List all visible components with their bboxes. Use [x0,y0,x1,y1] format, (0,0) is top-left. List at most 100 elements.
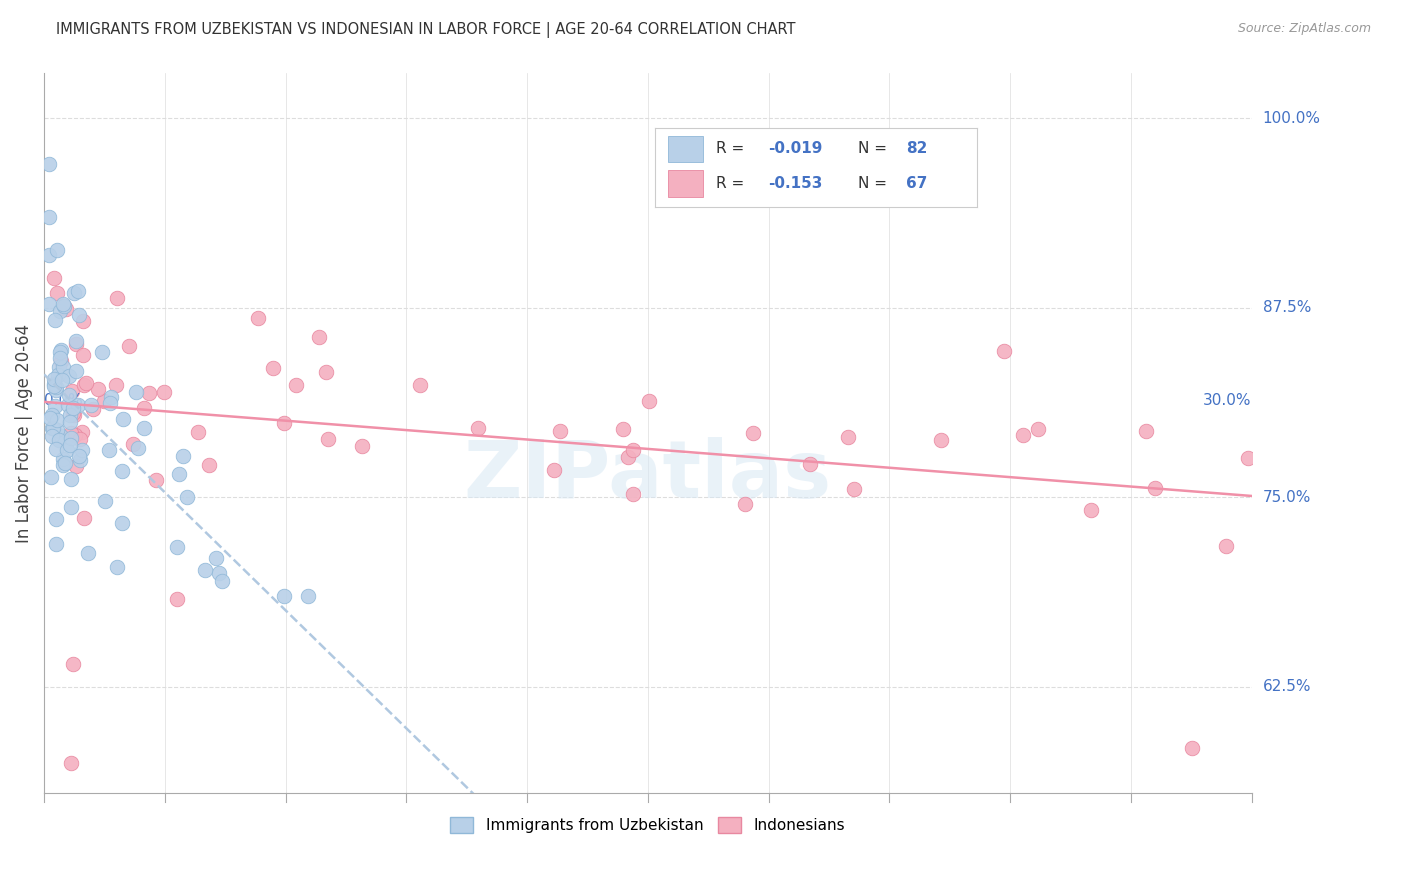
Point [247,310,270,325]
Point [44,378,66,392]
Point [52,297,75,311]
Point [308,329,330,343]
Point [1080,503,1102,517]
Point [799,457,821,471]
Text: N =: N = [858,177,891,191]
Point [1215,539,1237,553]
Point [90,345,112,359]
Point [66,398,89,412]
Text: ZIPatlas: ZIPatlas [464,437,832,516]
Point [82,401,104,416]
Point [138,385,160,400]
Point [844,482,866,496]
Point [166,592,188,607]
Point [1026,422,1049,436]
Point [67,450,90,464]
Point [467,421,489,435]
Point [45,537,67,551]
Point [52,359,75,374]
Point [1135,424,1157,438]
Point [53,299,76,313]
Point [45,384,67,398]
Point [45,512,67,526]
Point [741,425,763,440]
Point [1237,451,1260,466]
Point [408,377,430,392]
Point [205,551,228,566]
Point [172,450,194,464]
Legend: Immigrants from Uzbekistan, Indonesians: Immigrants from Uzbekistan, Indonesians [444,811,852,839]
Text: N =: N = [858,142,891,156]
Point [105,559,128,574]
Point [42,372,65,386]
Point [59,438,82,452]
Point [285,378,308,392]
Point [104,378,127,392]
Point [125,384,148,399]
Point [45,243,67,257]
Point [56,442,79,457]
Point [41,408,63,422]
Point [111,464,134,478]
Point [65,364,87,378]
Point [1143,481,1166,495]
Point [60,384,83,399]
Point [1011,428,1033,442]
Point [55,301,77,316]
Text: R =: R = [716,142,749,156]
Point [93,393,115,408]
Point [316,433,339,447]
Point [167,467,190,481]
Point [638,394,661,409]
Point [46,413,69,427]
Text: 67: 67 [905,177,928,191]
Bar [668,136,703,162]
Point [65,334,87,348]
Point [69,432,91,446]
Text: Source: ZipAtlas.com: Source: ZipAtlas.com [1237,22,1371,36]
Point [46,368,69,382]
Point [211,574,233,588]
Point [118,338,141,352]
Point [80,398,103,412]
Point [121,436,143,450]
Point [38,210,60,224]
Text: 87.5%: 87.5% [1263,301,1310,316]
Point [1181,740,1204,755]
Point [134,421,156,435]
Point [543,462,565,476]
Text: 0.0%: 0.0% [44,393,83,409]
Point [63,285,86,300]
Point [38,297,60,311]
Text: -0.019: -0.019 [768,142,823,156]
Point [350,439,373,453]
Point [51,373,73,387]
Point [45,442,67,456]
Point [48,360,70,375]
Text: 30.0%: 30.0% [1204,393,1251,409]
Point [145,474,167,488]
Point [273,589,295,603]
Point [111,412,134,426]
Text: IMMIGRANTS FROM UZBEKISTAN VS INDONESIAN IN LABOR FORCE | AGE 20-64 CORRELATION : IMMIGRANTS FROM UZBEKISTAN VS INDONESIAN… [56,22,796,38]
Point [41,428,63,442]
Point [76,546,98,560]
Point [111,516,134,530]
Point [41,421,63,435]
Point [49,343,72,358]
Point [67,308,90,322]
Text: -0.153: -0.153 [768,177,823,191]
Point [65,458,87,473]
Point [931,433,953,447]
Point [52,451,75,466]
Point [67,284,90,298]
Point [49,303,72,318]
Y-axis label: In Labor Force | Age 20-64: In Labor Force | Age 20-64 [15,324,32,542]
Point [59,409,82,423]
Point [132,401,155,416]
Point [38,248,60,262]
Point [87,383,110,397]
Point [194,563,217,577]
Point [62,657,84,672]
Point [44,376,66,391]
